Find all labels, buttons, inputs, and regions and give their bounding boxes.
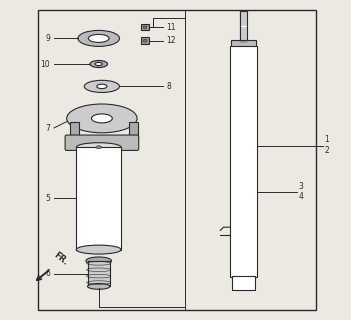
Text: 1: 1 [324,135,329,144]
Text: 6: 6 [45,269,50,278]
Bar [141,24,149,30]
Text: 8: 8 [166,82,171,91]
Text: 10: 10 [40,60,50,68]
Text: 11: 11 [166,23,176,32]
Bar [87,261,110,286]
FancyBboxPatch shape [65,135,139,150]
Ellipse shape [97,84,107,89]
Ellipse shape [78,30,119,46]
Ellipse shape [96,146,101,148]
Ellipse shape [143,39,147,42]
Ellipse shape [67,104,137,133]
Bar [230,46,257,277]
Ellipse shape [143,26,147,28]
Text: 4: 4 [299,192,304,201]
Bar [232,276,255,290]
Ellipse shape [76,143,121,152]
Bar [240,11,247,45]
Bar [38,10,316,310]
Ellipse shape [90,60,107,68]
Bar [70,122,79,139]
Ellipse shape [84,80,119,92]
Text: 5: 5 [45,194,50,203]
Text: 3: 3 [299,182,304,191]
Text: FR.: FR. [52,251,70,267]
Text: 7: 7 [45,124,50,132]
Ellipse shape [95,62,102,66]
Bar [141,37,149,44]
Ellipse shape [87,284,110,289]
Bar [76,147,121,250]
Ellipse shape [86,257,112,265]
Ellipse shape [92,114,112,123]
Ellipse shape [88,35,109,43]
Text: 9: 9 [45,34,50,43]
Bar [129,122,138,139]
Bar [231,40,256,47]
Text: 2: 2 [324,146,329,155]
Text: 12: 12 [166,36,176,45]
Ellipse shape [76,245,121,254]
